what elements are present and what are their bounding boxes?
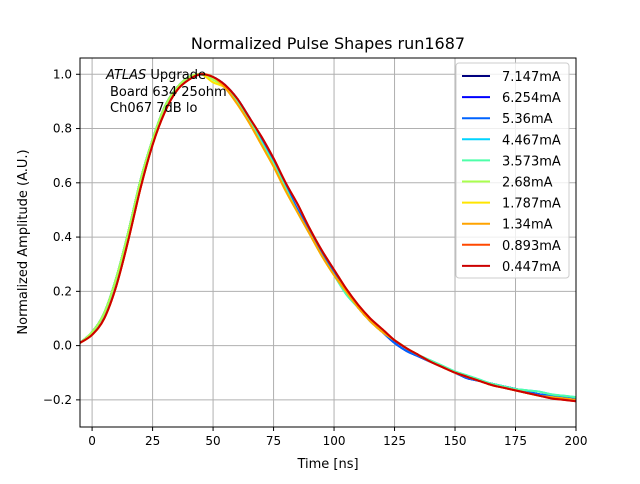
x-tick-label: 175 — [504, 434, 527, 448]
x-tick-label: 200 — [565, 434, 588, 448]
legend-label: 7.147mA — [502, 70, 561, 85]
axis-ticks: 0 25 50 75 100 125 150 175 200 −0.2 0.0 0.2 0.4 0.6 0.… — [43, 67, 588, 448]
plot-frame — [79, 57, 577, 428]
legend-item: 0.447mA — [462, 260, 561, 275]
legend-item: 7.147mA — [462, 70, 561, 85]
x-tick-label: 0 — [88, 434, 96, 448]
legend-label: 3.573mA — [502, 154, 561, 169]
annotation: ATLAS Upgrade Board 634 25ohm Ch067 7dB … — [105, 68, 227, 116]
legend: 7.147mA 6.254mA 5.36mA 4.467mA 3.573mA 2.68mA… — [455, 62, 570, 279]
y-axis-label: Normalized Amplitude (A.U.) — [16, 149, 31, 334]
x-tick-label: 25 — [145, 434, 160, 448]
legend-item: 6.254mA — [462, 91, 561, 106]
annotation-upgrade: Upgrade — [146, 68, 206, 83]
annotation-line-1: ATLAS Upgrade — [105, 68, 206, 83]
annotation-line-2: Board 634 25ohm — [110, 85, 227, 100]
legend-item: 4.467mA — [462, 133, 561, 148]
legend-label: 5.36mA — [502, 112, 553, 127]
annotation-atlas: ATLAS — [105, 68, 146, 83]
legend-item: 5.36mA — [462, 112, 553, 127]
y-tick-label: −0.2 — [43, 393, 72, 407]
y-tick-label: 0.0 — [53, 339, 72, 353]
y-tick-label: 0.2 — [53, 284, 72, 298]
legend-label: 6.254mA — [502, 91, 561, 106]
legend-label: 4.467mA — [502, 133, 561, 148]
legend-item: 1.787mA — [462, 197, 561, 212]
x-tick-label: 75 — [266, 434, 281, 448]
y-tick-label: 0.8 — [53, 122, 72, 136]
x-axis-label: Time [ns] — [296, 457, 358, 472]
legend-label: 1.34mA — [502, 218, 553, 233]
legend-label: 0.447mA — [502, 260, 561, 275]
series-lines — [80, 73, 576, 403]
y-tick-label: 0.4 — [53, 230, 72, 244]
legend-item: 3.573mA — [462, 154, 561, 169]
x-tick-label: 50 — [205, 434, 220, 448]
series-line-0.447mA — [80, 73, 576, 403]
legend-label: 0.893mA — [502, 239, 561, 254]
y-tick-label: 1.0 — [53, 67, 72, 81]
legend-item: 1.34mA — [462, 218, 553, 233]
x-tick-label: 100 — [323, 434, 346, 448]
annotation-line-3: Ch067 7dB lo — [110, 101, 197, 116]
chart-title: Normalized Pulse Shapes run1687 — [191, 34, 465, 53]
x-tick-label: 125 — [383, 434, 406, 448]
legend-item: 2.68mA — [462, 176, 553, 191]
x-tick-label: 150 — [444, 434, 467, 448]
legend-label: 1.787mA — [502, 197, 561, 212]
legend-item: 0.893mA — [462, 239, 561, 254]
y-tick-label: 0.6 — [53, 176, 72, 190]
legend-label: 2.68mA — [502, 176, 553, 191]
